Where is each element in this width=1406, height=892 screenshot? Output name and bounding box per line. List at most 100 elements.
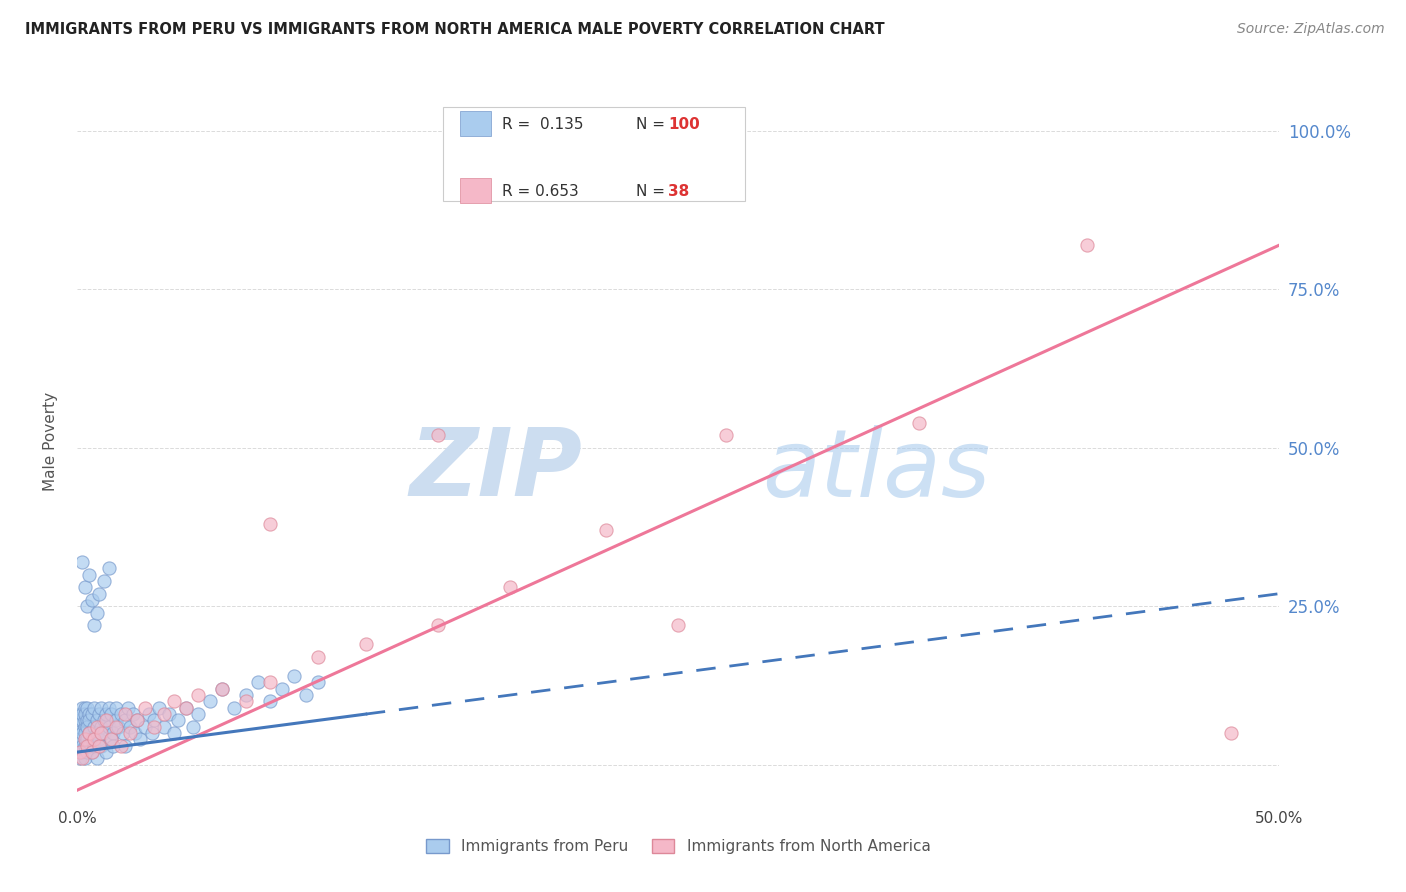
Point [79,726,101,740]
Point [110,707,132,722]
Point [73,739,96,753]
Point [83,700,105,714]
Point [186,688,209,702]
Point [93,574,115,588]
Point [79,707,101,722]
Text: 100: 100 [668,118,700,132]
Point [307,675,329,690]
Point [87,587,110,601]
Point [86,751,108,765]
Point [103,739,125,753]
Point [70,745,93,759]
Point [134,720,156,734]
Text: IMMIGRANTS FROM PERU VS IMMIGRANTS FROM NORTH AMERICA MALE POVERTY CORRELATION C: IMMIGRANTS FROM PERU VS IMMIGRANTS FROM … [25,22,884,37]
Point [76,599,98,614]
Y-axis label: Male Poverty: Male Poverty [44,392,58,491]
Point [270,681,292,696]
Point [97,720,120,734]
Point [83,732,105,747]
Point [121,707,143,722]
Text: ZIP: ZIP [409,425,582,516]
Point [73,580,96,594]
Point [111,726,134,740]
Point [668,618,690,632]
Point [80,732,103,747]
Point [76,732,98,747]
Point [70,739,93,753]
Point [1076,238,1098,252]
Point [87,732,110,747]
Point [69,745,91,759]
Point [107,720,129,734]
Text: atlas: atlas [762,425,991,516]
Point [354,637,377,651]
Point [283,669,305,683]
Text: 38: 38 [668,185,689,199]
Point [174,700,197,714]
Point [162,726,184,740]
Point [76,720,98,734]
Text: Source: ZipAtlas.com: Source: ZipAtlas.com [1237,22,1385,37]
Point [162,694,184,708]
Point [69,732,91,747]
Point [69,751,91,765]
Point [499,580,522,594]
Point [87,707,110,722]
Point [90,739,112,753]
Point [79,567,101,582]
Point [198,694,221,708]
Point [127,714,149,728]
Point [427,428,450,442]
Point [76,714,98,728]
Point [114,739,136,753]
Point [100,732,122,747]
Point [93,726,115,740]
Point [120,720,142,734]
Point [96,745,118,759]
Point [307,650,329,665]
Point [73,700,96,714]
Point [73,720,96,734]
Point [86,606,108,620]
Point [76,739,98,753]
Point [76,745,98,759]
Text: N =: N = [636,118,669,132]
Point [211,681,233,696]
Point [69,720,91,734]
Point [908,416,931,430]
Point [73,726,96,740]
Point [117,700,139,714]
Point [96,707,118,722]
Point [148,700,170,714]
Point [70,700,93,714]
Point [427,618,450,632]
Point [83,739,105,753]
Point [222,700,245,714]
Point [110,739,132,753]
Text: R =  0.135: R = 0.135 [502,118,583,132]
Point [186,707,209,722]
Point [86,714,108,728]
Point [595,523,617,537]
Point [716,428,738,442]
Point [73,751,96,765]
Point [141,726,163,740]
Point [87,739,110,753]
Point [153,720,176,734]
Point [104,714,127,728]
Point [153,707,176,722]
Point [70,732,93,747]
Point [259,516,281,531]
Point [79,739,101,753]
Point [235,694,257,708]
Point [128,732,150,747]
Point [70,714,93,728]
Point [73,732,96,747]
Point [100,732,122,747]
Point [127,714,149,728]
Point [246,675,269,690]
Point [96,714,118,728]
Text: N =: N = [636,185,675,199]
Point [167,714,190,728]
Point [70,707,93,722]
